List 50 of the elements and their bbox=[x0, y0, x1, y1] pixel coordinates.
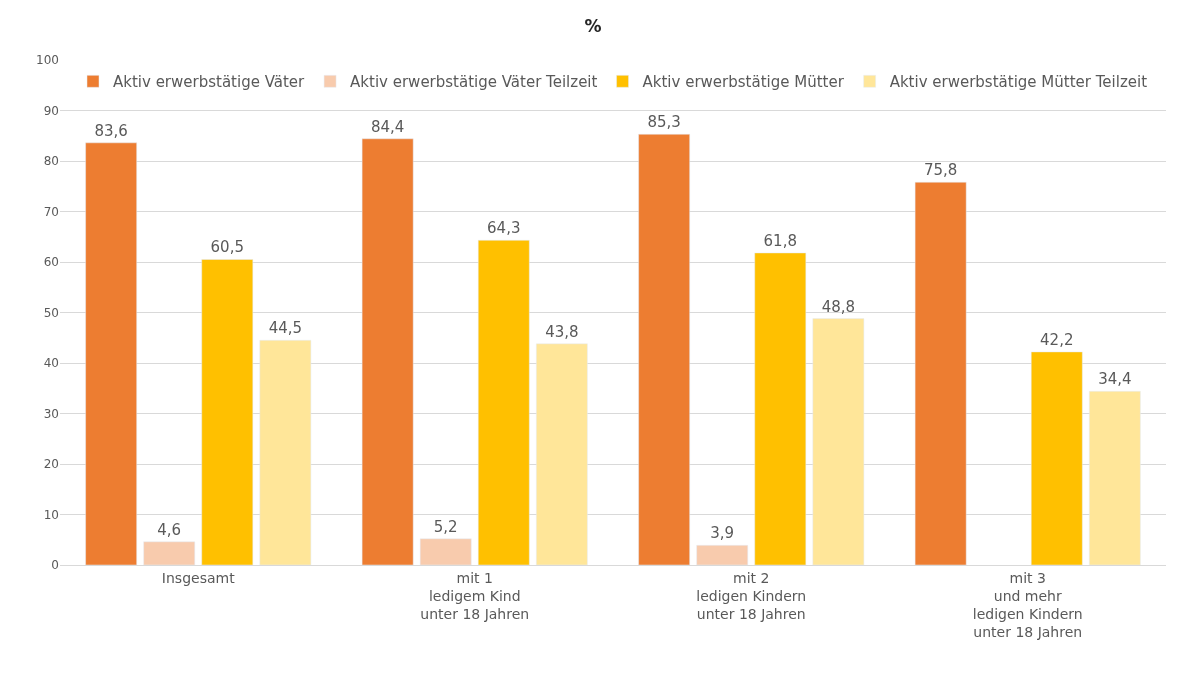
y-tick-label: 80 bbox=[43, 154, 59, 169]
y-tick-label: 20 bbox=[43, 457, 59, 472]
x-tick-label: mit 3 und mehr ledigen Kindern unter 18 Jahren bbox=[972, 569, 1083, 641]
data-label: 61,8 bbox=[763, 231, 797, 250]
bar bbox=[143, 541, 196, 565]
bar bbox=[754, 252, 807, 565]
bar bbox=[1089, 391, 1141, 565]
bar bbox=[914, 181, 967, 565]
data-label: 3,9 bbox=[710, 524, 735, 543]
y-tick-label: 60 bbox=[43, 255, 59, 270]
bar bbox=[201, 259, 254, 565]
data-label: 83,6 bbox=[94, 121, 128, 140]
data-label: 42,2 bbox=[1040, 330, 1074, 349]
bar bbox=[361, 138, 414, 565]
data-label: 84,4 bbox=[370, 117, 405, 136]
y-tick-label: 30 bbox=[43, 406, 59, 421]
data-label: 85,3 bbox=[647, 113, 681, 132]
legend-label: Aktiv erwerbstätige Väter bbox=[113, 73, 306, 92]
legend-label: Aktiv erwerbstätige Mütter Teilzeit bbox=[889, 73, 1148, 92]
y-tick-label: 70 bbox=[43, 204, 59, 219]
x-tick-label: mit 1 ledigem Kind unter 18 Jahren bbox=[420, 569, 530, 623]
data-label: 34,4 bbox=[1098, 370, 1132, 389]
bar bbox=[638, 133, 690, 565]
data-label: 44,5 bbox=[268, 319, 303, 338]
legend-label: Aktiv erwerbstätige Väter Teilzeit bbox=[350, 73, 598, 92]
y-tick-label: 40 bbox=[43, 356, 59, 371]
bar bbox=[259, 340, 312, 565]
data-label: 43,8 bbox=[545, 322, 579, 341]
legend-label: Aktiv erwerbstätige Mütter bbox=[642, 73, 845, 92]
data-label: 64,3 bbox=[487, 219, 521, 238]
y-tick-label: 50 bbox=[43, 305, 59, 320]
bar bbox=[85, 142, 137, 565]
bar bbox=[536, 343, 588, 565]
y-tick-label: 90 bbox=[43, 103, 59, 118]
data-label: 60,5 bbox=[210, 238, 244, 257]
data-label: 4,6 bbox=[157, 520, 182, 539]
bar bbox=[812, 318, 865, 565]
bar bbox=[696, 545, 749, 565]
data-label: 75,8 bbox=[923, 161, 958, 180]
bar bbox=[1030, 351, 1083, 565]
bar bbox=[419, 538, 472, 565]
y-tick-label: 0 bbox=[51, 558, 59, 573]
x-tick-label: Insgesamt bbox=[161, 569, 236, 586]
y-tick-label: 10 bbox=[43, 507, 59, 522]
data-label: 48,8 bbox=[821, 297, 856, 316]
bar bbox=[477, 240, 530, 565]
y-tick-label: 100 bbox=[36, 53, 59, 68]
data-label: 5,2 bbox=[433, 517, 458, 536]
chart-title: % bbox=[584, 16, 602, 37]
x-tick-label: mit 2 ledigen Kindern unter 18 Jahren bbox=[696, 569, 807, 623]
